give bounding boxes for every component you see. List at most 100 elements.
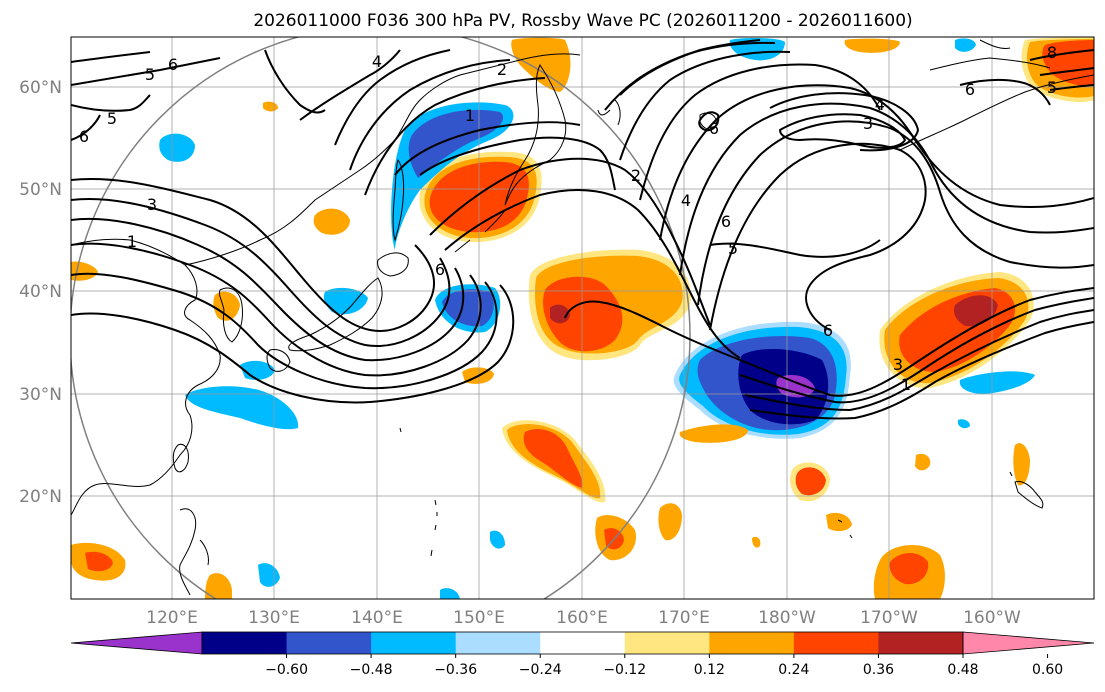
- anomaly-positive-small-3: [679, 424, 748, 443]
- pv-contour-22: [709, 142, 927, 331]
- anomaly-positive-central-pacific-dark: [550, 304, 570, 324]
- contour-label-21: 6: [965, 80, 975, 99]
- anomaly-positive-small-12: [205, 573, 232, 599]
- lon-labels: 120°E 130°E 140°E 150°E 160°E 170°E 180°…: [146, 608, 1021, 628]
- pv-contour-13: [429, 157, 711, 326]
- contour-label-6: 1: [127, 232, 137, 251]
- anomaly-positive-small-1: [313, 208, 350, 235]
- colorbar-segment: [793, 632, 879, 654]
- anomaly-negative-small-10: [958, 419, 970, 429]
- contour-label-11: 6: [709, 119, 719, 138]
- pv-contour-12: [419, 136, 616, 191]
- pv-contour-28: [749, 321, 1094, 420]
- pv-contour-7: [299, 49, 401, 121]
- coastline-alaska: [899, 39, 1094, 151]
- pv-contour-11: [394, 121, 581, 176]
- pv-contour-24: [769, 92, 920, 152]
- lon-label-170e: 170°E: [658, 608, 710, 628]
- contour-label-20: 1: [901, 375, 911, 394]
- anomaly-positive-central-pacific-red: [543, 276, 623, 352]
- pv-contour-37: [709, 239, 881, 258]
- lat-label-40n: 40°N: [19, 282, 62, 302]
- anomaly-positive-small-8-core: [889, 553, 929, 585]
- coastline-japan-kyushu: [266, 349, 291, 372]
- pv-contour-18: [639, 63, 881, 201]
- lon-label-120e: 120°E: [146, 608, 198, 628]
- colorbar-segment: [878, 632, 964, 654]
- gridlines: [71, 37, 1094, 599]
- contour-label-3: 5: [107, 109, 117, 128]
- reference-circle: [71, 37, 691, 599]
- figure-title: 2026011000 F036 300 hPa PV, Rossby Wave …: [253, 11, 912, 31]
- contour-label-18: 6: [823, 321, 833, 340]
- contour-label-7: 4: [372, 52, 382, 71]
- colorbar-tick-label: 0.24: [778, 662, 809, 678]
- pv-contour-6: [71, 284, 515, 404]
- pv-contours: [71, 39, 1094, 420]
- lat-labels: 60°N 50°N 40°N 30°N 20°N: [19, 78, 62, 507]
- anomaly-positive-small-16: [915, 453, 931, 471]
- coastline-philippines: [179, 508, 209, 596]
- colorbar-frame: [201, 631, 964, 655]
- contour-label-10: 6: [435, 260, 445, 279]
- colorbar-segment: [202, 632, 288, 654]
- pv-contour-33: [71, 114, 101, 141]
- contour-label-14: 6: [721, 212, 731, 231]
- anomaly-positive-small-14: [844, 38, 900, 53]
- pv-contour-2: [71, 198, 451, 347]
- pv-contour-20: [679, 102, 1094, 276]
- colorbar-tick-label: −0.36: [434, 662, 477, 678]
- pv-contour-35: [959, 78, 1051, 106]
- lon-label-160e: 160°E: [556, 608, 608, 628]
- contour-label-2: 5: [145, 65, 155, 84]
- lat-label-30n: 30°N: [19, 385, 62, 405]
- pv-contour-27: [744, 309, 1094, 412]
- anomaly-positive-small-9-core: [85, 551, 113, 572]
- colorbar-tick-label: −0.12: [603, 662, 646, 678]
- colorbar: −0.60 −0.48 −0.36 −0.24 −0.12 0.12 0.24 0.36 0.4…: [70, 631, 1095, 678]
- pv-contour-14: [444, 189, 741, 359]
- pv-contour-21: [697, 120, 1094, 306]
- pv-contour-16: [604, 41, 776, 111]
- colorbar-tick-label: −0.24: [519, 662, 562, 678]
- colorbar-segment: [371, 632, 457, 654]
- pv-contour-17: [619, 50, 791, 161]
- colorbar-tick-label: −0.60: [265, 662, 308, 678]
- pv-contour-34: [1029, 49, 1094, 91]
- pv-contour-5: [71, 272, 498, 390]
- lat-label-20n: 20°N: [19, 487, 62, 507]
- lon-label-130e: 130°E: [248, 608, 300, 628]
- pv-contour-10: [364, 77, 546, 196]
- contour-label-22: 5: [1047, 78, 1057, 97]
- colorbar-tick-label: 0.12: [694, 662, 725, 678]
- anomaly-positive-small-18: [752, 536, 761, 548]
- lat-label-60n: 60°N: [19, 78, 62, 98]
- pv-contour-29: [71, 94, 151, 112]
- coastline-taiwan: [172, 443, 189, 473]
- anomaly-positive-small-11: [213, 291, 240, 321]
- lon-label-160w: 160°W: [963, 608, 1021, 628]
- anomaly-positive-small-15: [1013, 443, 1030, 486]
- coastline-sakhalin: [392, 159, 405, 242]
- colorbar-segment: [540, 632, 626, 654]
- colorbar-tick-label: 0.48: [947, 662, 978, 678]
- anomaly-negative-small-6: [955, 38, 976, 52]
- anomaly-negative-small-8: [490, 530, 505, 549]
- coastline-islands-misc: [399, 427, 1013, 539]
- coastline-korea: [219, 287, 243, 343]
- contour-label-17: 3: [863, 114, 873, 133]
- anomaly-negative-small-1: [159, 133, 195, 162]
- map-frame: [70, 36, 1095, 600]
- pv-contour-4: [71, 242, 482, 377]
- contour-label-9: 1: [465, 106, 475, 125]
- pv-contour-30: [71, 57, 221, 86]
- colorbar-segment: [286, 632, 372, 654]
- pv-contour-32: [264, 49, 326, 114]
- contour-label-13: 4: [681, 191, 691, 210]
- contour-label-12: 2: [631, 166, 641, 185]
- colorbar-tick-label: 0.36: [863, 662, 894, 678]
- coastline-islands-hawaii: [1014, 481, 1044, 509]
- coastline-japan-honshu: [288, 277, 383, 352]
